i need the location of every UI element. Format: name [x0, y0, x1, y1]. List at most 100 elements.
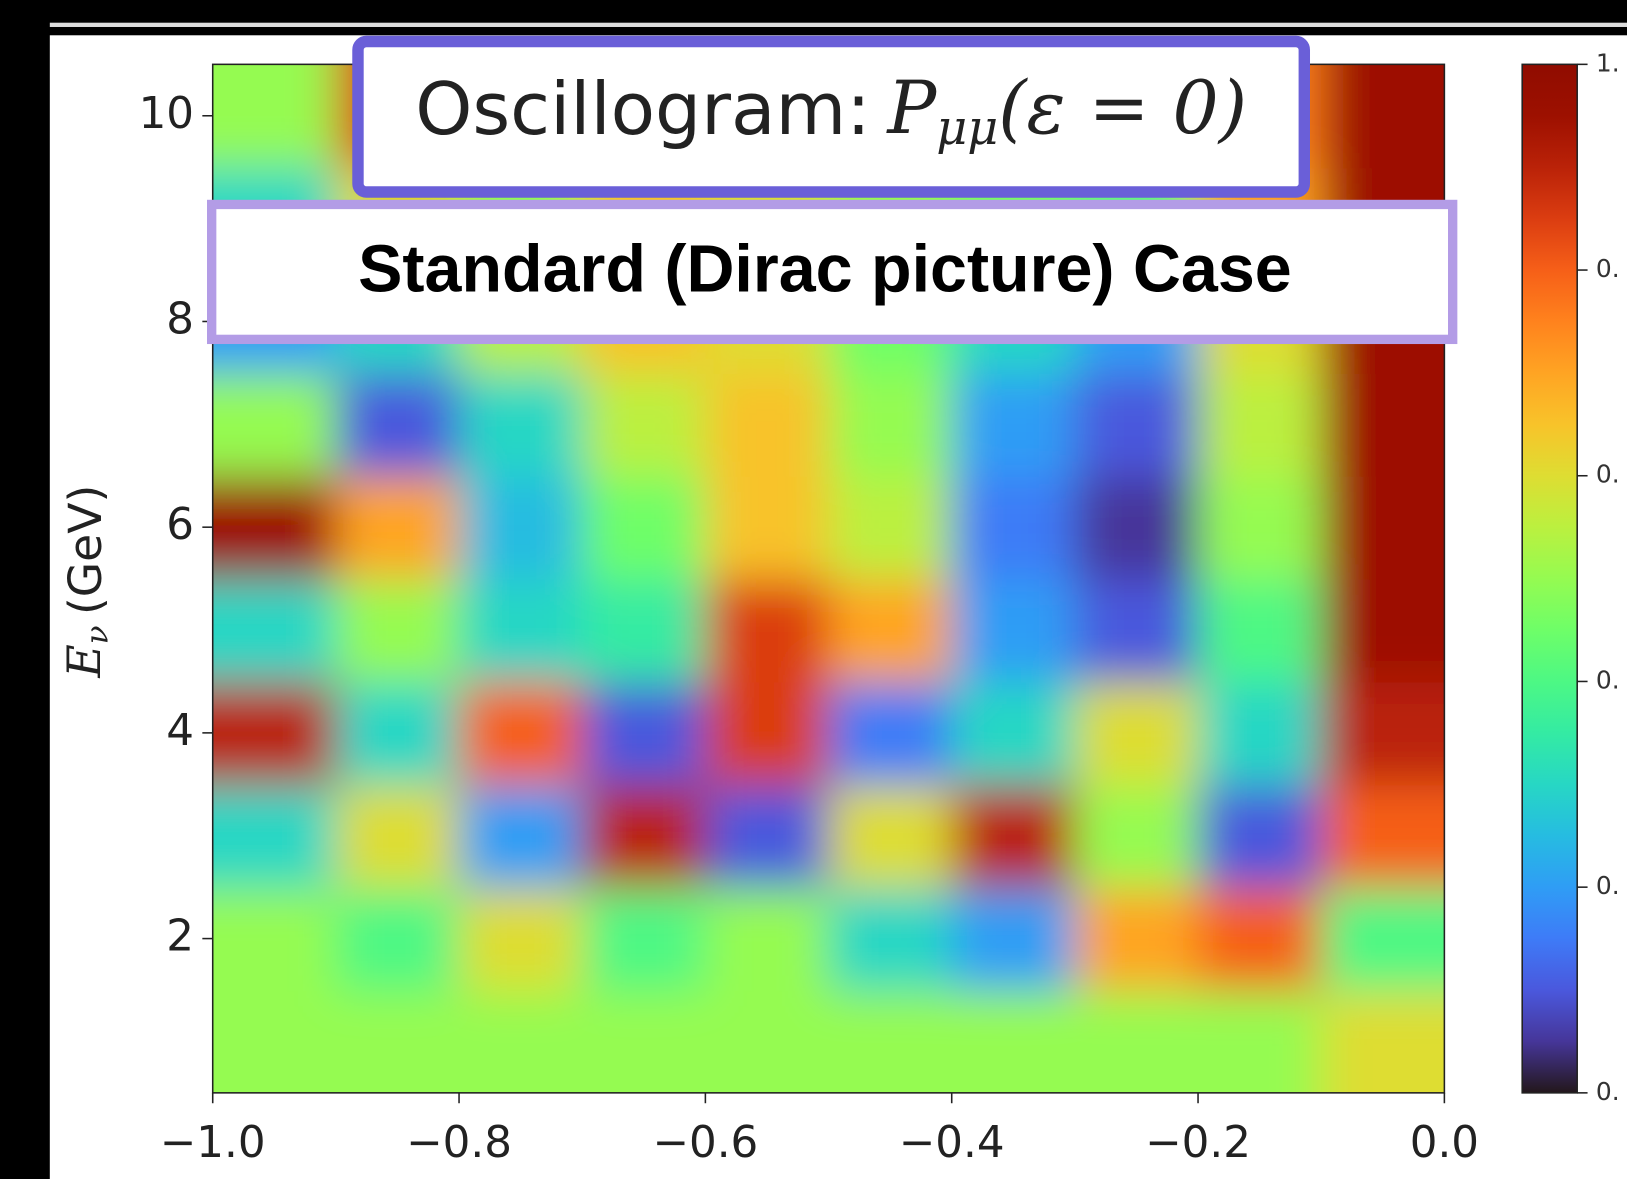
y-axis-label: Eν (GeV) [58, 485, 115, 679]
heatmap-cell [828, 990, 953, 1093]
heatmap-cell [951, 578, 1076, 683]
colorbar-tick-label: 0. [1596, 254, 1620, 283]
heatmap-cell [1321, 990, 1445, 1093]
heatmap-cell [1074, 681, 1200, 786]
colorbar [1521, 63, 1578, 1094]
heatmap-cell [212, 990, 337, 1093]
heatmap-cell [1321, 887, 1445, 992]
heatmap-cell [459, 372, 584, 477]
heatmap-cell [1074, 784, 1200, 889]
colorbar-tick-label: 0. [1596, 1077, 1620, 1106]
heatmap-cell [1321, 64, 1445, 169]
heatmap-cell [212, 372, 337, 477]
heatmap-cell [705, 887, 830, 992]
heatmap-cell [828, 887, 953, 992]
title-symbol: P [885, 67, 937, 151]
heatmap-cell [582, 578, 707, 683]
heatmap-cell [1198, 887, 1323, 992]
heatmap-cell [335, 475, 461, 580]
heatmap-cell [705, 578, 830, 683]
heatmap-cell [828, 475, 953, 580]
heatmap-cell [582, 681, 707, 786]
heatmap-cell [335, 578, 461, 683]
heatmap-cell [951, 372, 1076, 477]
x-tick-label: −0.4 [899, 1118, 1005, 1168]
heatmap-cell [1074, 990, 1200, 1093]
y-tick-label: 6 [166, 500, 194, 550]
heatmap-cell [951, 784, 1076, 889]
heatmap-cell [212, 578, 337, 683]
heatmap-cell [1321, 784, 1445, 889]
heatmap-cell [828, 372, 953, 477]
heatmap-cell [335, 681, 461, 786]
heatmap-cell [459, 475, 584, 580]
y-tick-label: 2 [166, 912, 194, 962]
title-box [352, 35, 1311, 198]
heatmap-cell [1198, 990, 1323, 1093]
title-argument: (ε = 0) [998, 67, 1247, 151]
x-tick-label: −0.8 [406, 1118, 512, 1168]
heatmap-cell [582, 372, 707, 477]
y-label-unit: (GeV) [59, 485, 112, 615]
heatmap-cell [212, 887, 337, 992]
heatmap-cell [1198, 372, 1323, 477]
x-tick-label: −1.0 [160, 1118, 266, 1168]
heatmap-cell [1074, 475, 1200, 580]
colorbar-tick-label: 1. [1596, 48, 1620, 77]
title-prefix: Oscillogram: [415, 68, 871, 152]
heatmap-cell [1074, 578, 1200, 683]
heatmap-cell [582, 475, 707, 580]
heatmap-cell [1198, 681, 1323, 786]
heatmap-cell [459, 784, 584, 889]
top-bar [0, 26, 1627, 36]
heatmap-cell [212, 784, 337, 889]
heatmap-cell [1321, 681, 1445, 786]
heatmap-cell [828, 784, 953, 889]
y-tick-label: 4 [166, 706, 194, 756]
colorbar-tick-label: 0. [1596, 460, 1620, 489]
heatmap-cell [951, 681, 1076, 786]
x-tick-label: −0.6 [652, 1118, 758, 1168]
heatmap-cell [582, 784, 707, 889]
heatmap-cell [335, 784, 461, 889]
heatmap-cell [705, 990, 830, 1093]
heatmap-cell [335, 372, 461, 477]
heatmap-cell [459, 681, 584, 786]
heatmap-cell [212, 64, 337, 169]
heatmap-cell [582, 990, 707, 1093]
subtitle-box [207, 199, 1458, 345]
heatmap-cell [1321, 372, 1445, 477]
heatmap-cell [1198, 784, 1323, 889]
colorbar-tick-label: 0. [1596, 871, 1620, 900]
heatmap-cell [335, 990, 461, 1093]
x-tick-label: 0.0 [1410, 1118, 1479, 1168]
heatmap-cell [459, 578, 584, 683]
y-tick-label: 8 [166, 294, 194, 344]
heatmap-cell [212, 475, 337, 580]
heatmap-cell [705, 681, 830, 786]
heatmap-cell [828, 681, 953, 786]
heatmap-cell [1074, 372, 1200, 477]
heatmap-cell [459, 887, 584, 992]
top-bar [0, 0, 1627, 23]
colorbar-tick-label: 0. [1596, 665, 1620, 694]
heatmap-cell [1198, 475, 1323, 580]
top-line [0, 22, 1627, 27]
x-tick-label: −0.2 [1145, 1118, 1251, 1168]
heatmap-cell [1321, 475, 1445, 580]
heatmap-cell [951, 990, 1076, 1093]
heatmap-cell [1074, 887, 1200, 992]
subtitle: Standard (Dirac picture) Case [358, 233, 1292, 307]
heatmap-cell [1198, 578, 1323, 683]
heatmap-cell [828, 578, 953, 683]
heatmap-cell [335, 887, 461, 992]
heatmap-cell [582, 887, 707, 992]
y-label-symbol: E [58, 644, 111, 678]
left-bar [0, 0, 50, 1179]
heatmap-cell [951, 887, 1076, 992]
heatmap-cell [705, 475, 830, 580]
heatmap-cell [1321, 578, 1445, 683]
y-tick-label: 10 [139, 89, 194, 139]
